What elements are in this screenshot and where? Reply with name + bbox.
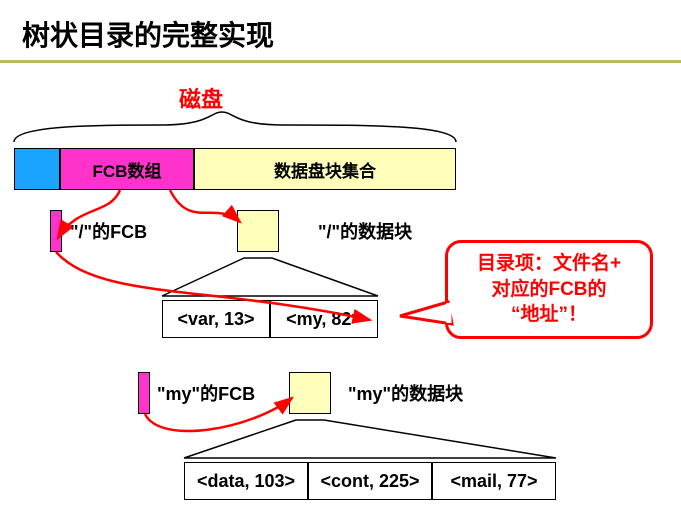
root-data-block xyxy=(237,210,279,252)
my-entry-2: <mail, 77> xyxy=(432,462,556,500)
root-entry-1: <my, 82> xyxy=(270,300,378,338)
disk-bar-data-blocks: 数据盘块集合 xyxy=(194,148,456,190)
callout-line-0: 目录项：文件名+ xyxy=(458,251,640,277)
my-datablock-label: "my"的数据块 xyxy=(348,380,463,406)
root-fcb-block xyxy=(50,210,62,252)
disk-bar-superblock xyxy=(14,148,60,190)
my-entry-1: <cont, 225> xyxy=(308,462,432,500)
callout-line-2: “地址”！ xyxy=(458,302,640,328)
divider xyxy=(0,60,681,63)
fcb-array-label: FCB数组 xyxy=(93,157,162,182)
my-entry-1-text: <cont, 225> xyxy=(320,471,419,492)
root-datablock-label: "/"的数据块 xyxy=(318,218,412,244)
my-fcb-block xyxy=(138,372,150,414)
callout-line-1: 对应的FCB的 xyxy=(458,277,640,303)
my-fcb-label: "my"的FCB xyxy=(157,380,255,406)
disk-label: 磁盘 xyxy=(179,82,223,114)
root-entry-0-text: <var, 13> xyxy=(177,309,254,330)
data-blocks-label: 数据盘块集合 xyxy=(274,157,376,182)
my-data-block xyxy=(289,372,331,414)
my-entry-2-text: <mail, 77> xyxy=(450,471,537,492)
root-fcb-label: "/"的FCB xyxy=(70,218,147,244)
directory-entry-callout: 目录项：文件名+ 对应的FCB的 “地址”！ xyxy=(445,240,653,339)
page-title: 树状目录的完整实现 xyxy=(0,0,681,60)
my-entry-0: <data, 103> xyxy=(184,462,308,500)
root-entry-0: <var, 13> xyxy=(162,300,270,338)
root-entry-1-text: <my, 82> xyxy=(286,309,362,330)
my-entry-0-text: <data, 103> xyxy=(197,471,295,492)
disk-bar-fcb-array: FCB数组 xyxy=(60,148,194,190)
